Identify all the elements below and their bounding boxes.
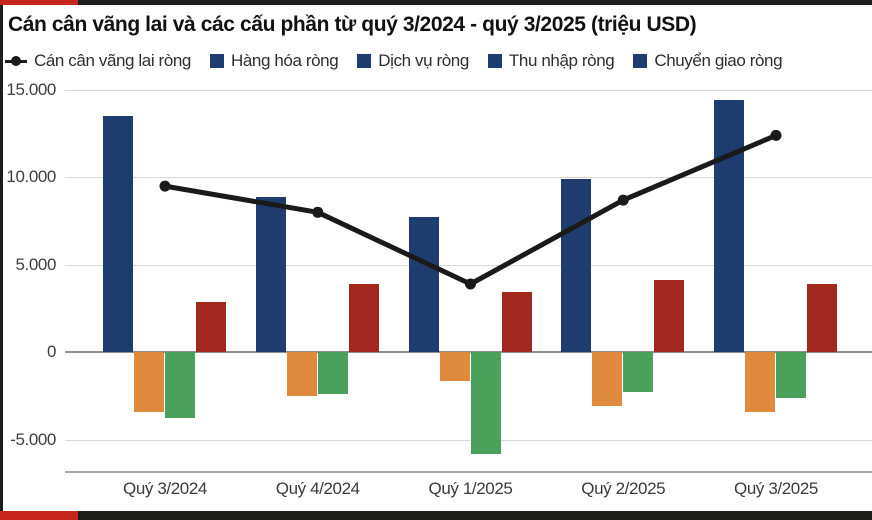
x-axis-label: Quý 1/2025 bbox=[428, 479, 513, 498]
bar-dich-vu-rong bbox=[286, 352, 317, 396]
bar-hang-hoa-rong bbox=[561, 179, 592, 353]
line-point-marker bbox=[770, 129, 782, 141]
left-accent-border bbox=[0, 5, 3, 511]
bar-dich-vu-rong bbox=[134, 352, 164, 412]
bar-chuyen-giao-rong bbox=[196, 302, 226, 353]
bar-thu-nhap-rong bbox=[776, 352, 806, 399]
line-point-marker bbox=[465, 278, 476, 290]
legend-label: Thu nhập ròng bbox=[508, 51, 615, 70]
bar-thu-nhap-rong bbox=[165, 352, 195, 418]
bar-chuyen-giao-rong bbox=[654, 279, 685, 353]
bar-chuyen-giao-rong bbox=[348, 283, 379, 353]
legend-label: Hàng hóa ròng bbox=[231, 51, 339, 70]
gridline bbox=[65, 264, 872, 266]
legend-item-dich-vu-rong: Dịch vụ ròng bbox=[357, 51, 469, 71]
legend-swatch-icon bbox=[633, 54, 648, 68]
bar-dich-vu-rong bbox=[439, 352, 470, 381]
y-axis-label: 15.000 bbox=[6, 80, 56, 99]
legend-item-thu-nhap-rong: Thu nhập ròng bbox=[487, 51, 615, 71]
y-axis-label: 0 bbox=[46, 342, 56, 362]
bar-chuyen-giao-rong bbox=[501, 291, 532, 353]
x-axis-label: Quý 3/2024 bbox=[123, 479, 207, 498]
legend-swatch-icon bbox=[357, 54, 372, 68]
y-axis-label: 10.000 bbox=[6, 167, 56, 187]
legend-item-hang-hoa-rong: Hàng hóa ròng bbox=[210, 51, 339, 71]
x-axis-label: Quý 3/2025 bbox=[734, 479, 818, 498]
bar-thu-nhap-rong bbox=[470, 352, 501, 455]
current-account-line bbox=[159, 129, 782, 290]
bar-hang-hoa-rong bbox=[255, 196, 286, 353]
bar-dich-vu-rong bbox=[745, 352, 775, 412]
current-account-line-path bbox=[164, 133, 777, 287]
plot-area bbox=[65, 90, 872, 473]
bar-hang-hoa-rong bbox=[103, 116, 133, 353]
legend-item-can-can-vang-lai-rong: Cán cân vãng lai ròng bbox=[5, 51, 191, 71]
legend-item-chuyen-giao-rong: Chuyển giao ròng bbox=[633, 51, 783, 71]
gridline bbox=[65, 177, 872, 179]
bottom-accent-bar bbox=[0, 511, 872, 520]
page-title: Cán cân vãng lai và các cấu phần từ quý … bbox=[8, 13, 697, 36]
bar-hang-hoa-rong bbox=[408, 216, 439, 353]
y-axis-label: -5.000 bbox=[10, 429, 56, 449]
line-point-marker bbox=[312, 206, 324, 218]
line-point-marker bbox=[159, 180, 171, 192]
y-axis-label: 5.000 bbox=[15, 254, 56, 274]
legend-swatch-icon bbox=[487, 54, 502, 68]
bar-hang-hoa-rong bbox=[714, 100, 744, 353]
bar-thu-nhap-rong bbox=[623, 352, 654, 393]
line-marker-icon bbox=[5, 54, 27, 68]
bar-chuyen-giao-rong bbox=[807, 283, 837, 353]
legend-label: Dịch vụ ròng bbox=[378, 51, 469, 70]
legend-label: Cán cân vãng lai ròng bbox=[34, 51, 191, 70]
line-marker-dot bbox=[11, 56, 21, 66]
gridline bbox=[65, 90, 872, 91]
line-point-marker bbox=[617, 194, 629, 206]
x-axis-label: Quý 4/2024 bbox=[275, 479, 360, 498]
top-accent-bar bbox=[0, 0, 872, 5]
x-axis-label: Quý 2/2025 bbox=[581, 479, 666, 498]
gridline bbox=[65, 439, 872, 441]
bottom-accent-red-segment bbox=[0, 511, 78, 520]
bar-dich-vu-rong bbox=[592, 352, 623, 407]
legend: Cán cân vãng lai ròng Hàng hóa ròng Dịch v… bbox=[5, 50, 872, 72]
bar-thu-nhap-rong bbox=[317, 352, 348, 395]
top-accent-red-segment bbox=[0, 0, 78, 5]
legend-swatch-icon bbox=[210, 54, 224, 68]
legend-label: Chuyển giao ròng bbox=[654, 51, 783, 70]
